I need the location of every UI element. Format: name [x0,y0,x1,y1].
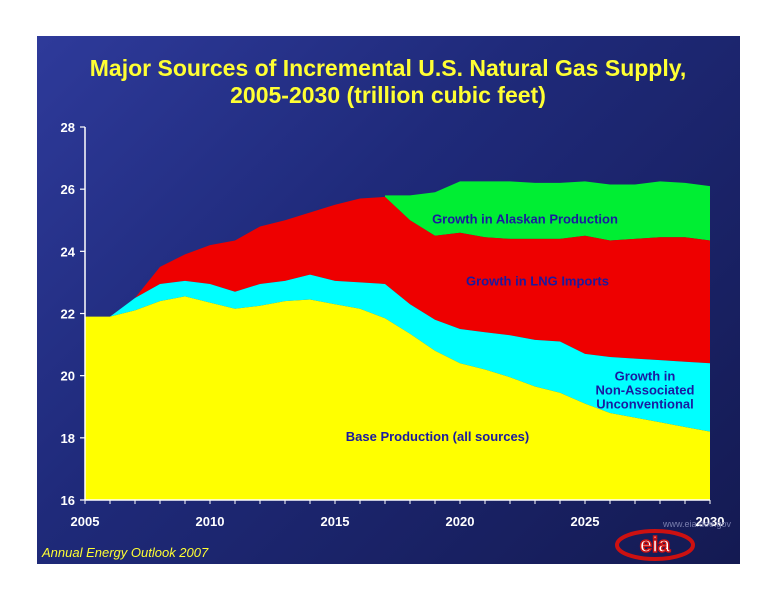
area-label-growth-in-non-associated-unconventional-0: Growth in [615,368,676,383]
logo-url: www.eia.doe.gov [662,519,732,529]
footer-source: Annual Energy Outlook 2007 [41,545,209,560]
area-growth-in-alaskan-production [385,181,710,241]
axes: 16 18 20 22 24 26 28 2005 2010 2015 2020 2025 2030 [61,120,725,529]
logo-swoosh-icon [615,529,695,561]
logo-text: eia [640,532,671,557]
x-tick-label-2005: 2005 [71,514,100,529]
x-tick-label-2010: 2010 [196,514,225,529]
chart: Major Sources of Incremental U.S. Natura… [41,55,732,561]
y-tick-label-18: 18 [61,431,75,446]
slide-background: Major Sources of Incremental U.S. Natura… [37,36,740,564]
x-tick-label-2015: 2015 [321,514,350,529]
area-label-growth-in-non-associated-unconventional-2: Unconventional [596,396,694,411]
y-tick-label-28: 28 [61,120,75,135]
x-tick-label-2030: 2030 [696,514,725,529]
area-label-growth-in-non-associated-unconventional-1: Non-Associated [596,382,695,397]
area-growth-in-non-associated-unconventional [85,274,710,432]
x-tick-label-2025: 2025 [571,514,600,529]
eia-logo: www.eia.doe.gov eia [615,519,732,561]
area-label-layer: Growth in Alaskan Production Growth in LN… [346,211,695,444]
area-growth-in-lng-imports [85,196,710,364]
area-label-base-production-all-sources-0: Base Production (all sources) [346,429,530,444]
y-tick-label-26: 26 [61,182,75,197]
area-layer [85,181,710,500]
y-tick-label-22: 22 [61,307,75,322]
y-tick-label-16: 16 [61,493,75,508]
x-tick-label-2020: 2020 [446,514,475,529]
area-label-growth-in-alaskan-production-0: Growth in Alaskan Production [432,211,618,226]
chart-title-line-2: 2005-2030 (trillion cubic feet) [230,82,546,108]
y-tick-label-20: 20 [61,369,75,384]
y-tick-label-24: 24 [61,244,76,259]
area-base-production-all-sources [85,296,710,500]
chart-title-line-1: Major Sources of Incremental U.S. Natura… [90,55,686,81]
area-label-growth-in-lng-imports-0: Growth in LNG Imports [466,274,609,289]
